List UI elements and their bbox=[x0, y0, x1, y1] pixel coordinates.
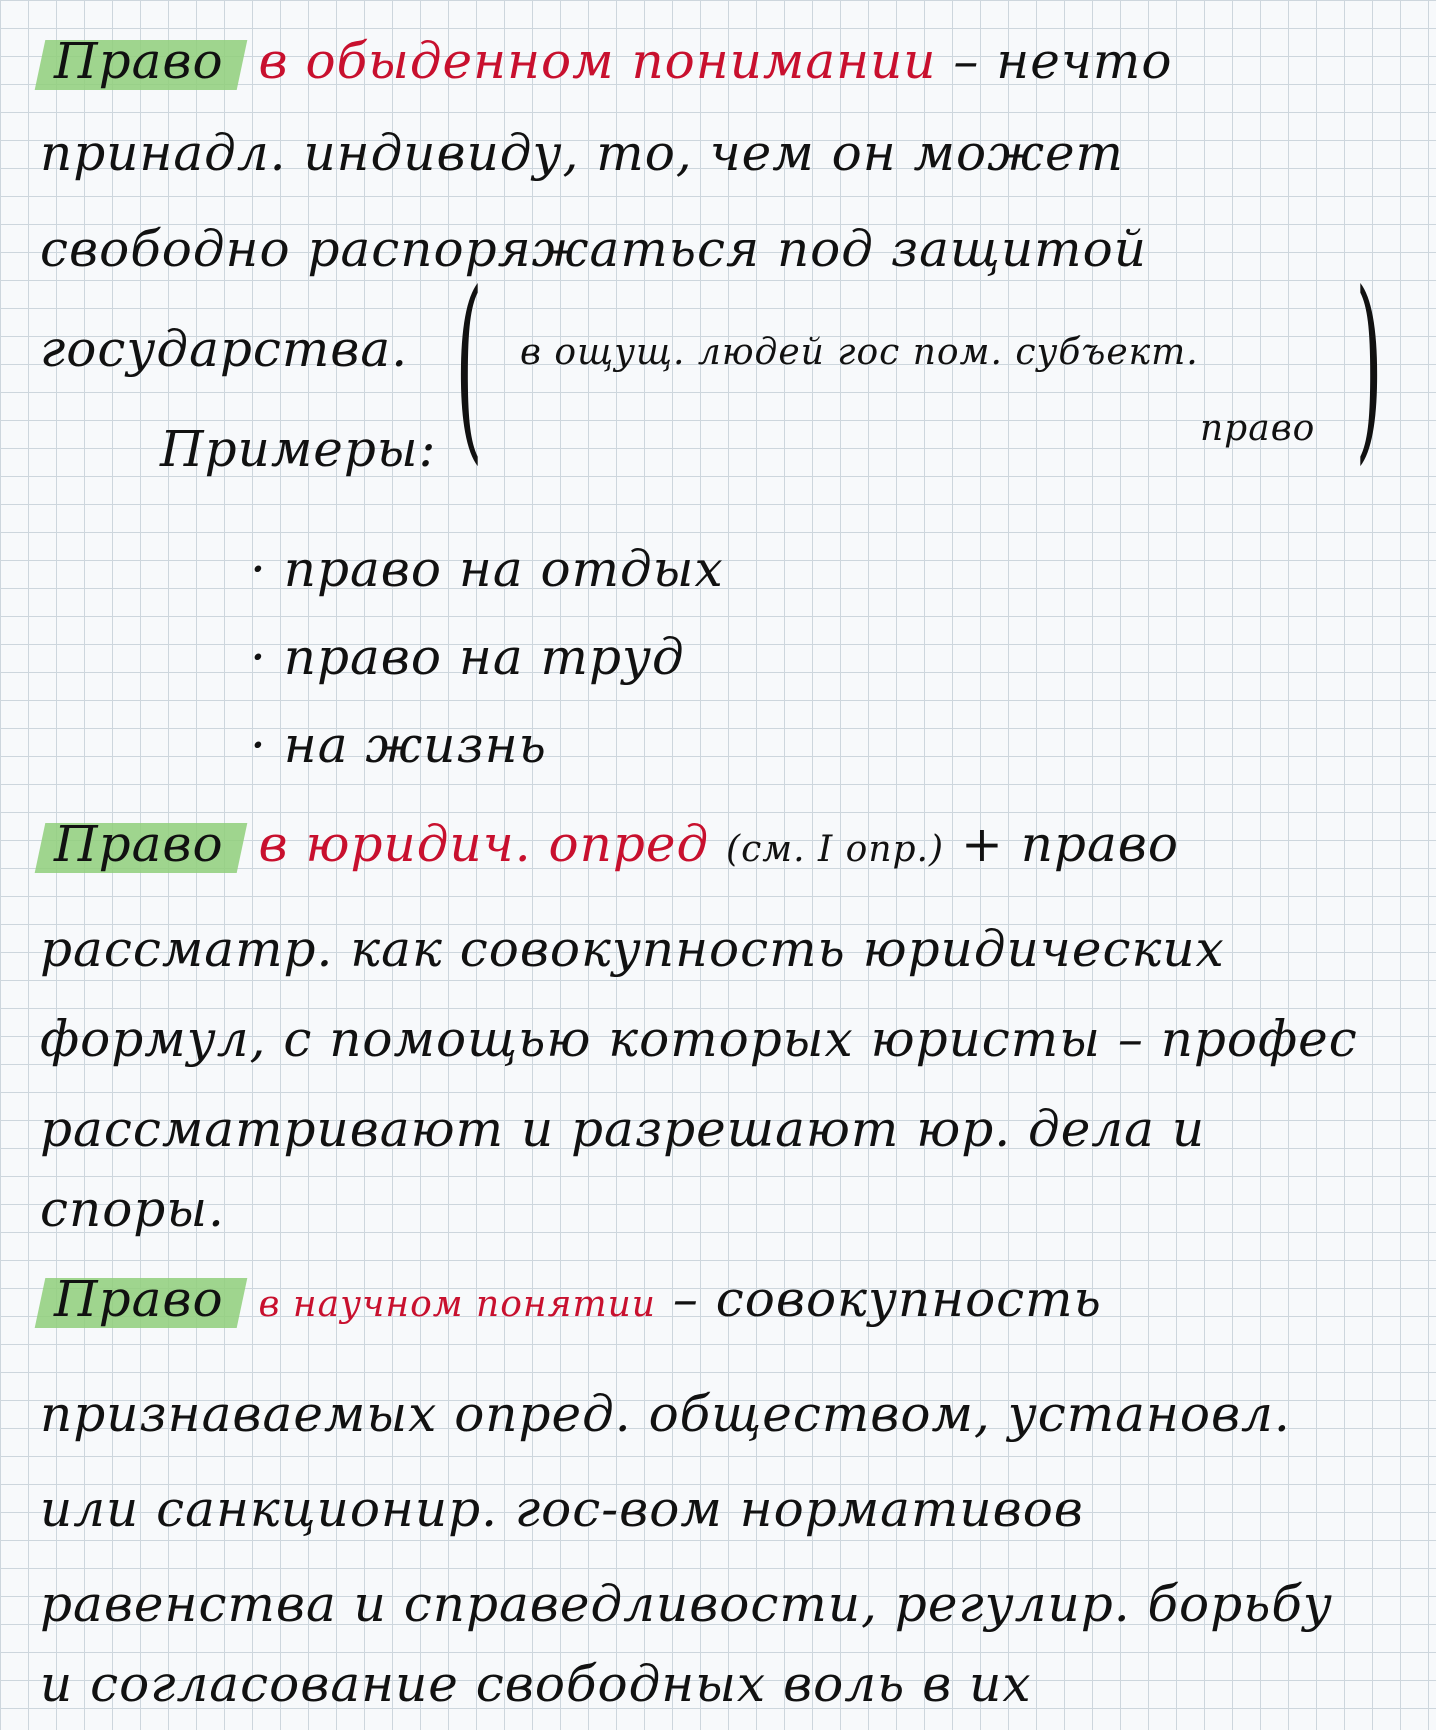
s2-line2: рассматр. как совокупность юридических bbox=[40, 920, 1225, 978]
s3-line2: признаваемых опред. обществом, установл. bbox=[40, 1385, 1291, 1443]
s2-line1: Право в юридич. опред (см. I опр.) + пра… bbox=[40, 815, 1179, 873]
s3-highlight: Право bbox=[40, 1270, 242, 1328]
s1-examples-label: Примеры: bbox=[160, 420, 437, 478]
s2-red-term: в юридич. опред bbox=[258, 815, 710, 873]
s3-red-term: в научном понятии bbox=[258, 1284, 656, 1325]
s1-line1-rest: – нечто bbox=[936, 32, 1173, 90]
s1-line2: принадл. индивиду, то, чем он может bbox=[40, 124, 1124, 182]
s2-line1-rest: + право bbox=[944, 815, 1179, 873]
s1-example-2: · право на труд bbox=[250, 628, 685, 686]
right-paren: ) bbox=[1355, 250, 1383, 483]
s2-highlight: Право bbox=[40, 815, 242, 873]
s1-aside-sub: право bbox=[1200, 408, 1316, 449]
s1-example-3: · на жизнь bbox=[250, 716, 547, 774]
s1-line3: свободно распоряжаться под защитой bbox=[40, 220, 1147, 278]
s3-line5: и согласование свободных воль в их bbox=[40, 1655, 1032, 1713]
s3-line1: Право в научном понятии – совокупность bbox=[40, 1270, 1102, 1328]
s1-line4: государства. bbox=[40, 320, 409, 378]
s3-line1-rest: – совокупность bbox=[655, 1270, 1102, 1328]
s1-aside-main: в ощущ. людей гос пом. субъект. bbox=[520, 332, 1199, 373]
s1-red-term: в обыденном понимании bbox=[258, 32, 937, 90]
s3-line4: равенства и справедливости, регулир. бор… bbox=[40, 1575, 1333, 1633]
s1-example-1: · право на отдых bbox=[250, 540, 724, 598]
s2-line3: формул, с помощью которых юристы – профе… bbox=[40, 1010, 1358, 1068]
s1-highlight: Право bbox=[40, 32, 242, 90]
s2-line5: споры. bbox=[40, 1180, 225, 1238]
left-paren: ( bbox=[455, 250, 483, 483]
s2-note: (см. I опр.) bbox=[726, 829, 945, 870]
s3-line3: или санкционир. гос-вом нормативов bbox=[40, 1480, 1084, 1538]
s1-line1: Право в обыденном понимании – нечто bbox=[40, 32, 1172, 90]
s2-line4: рассматривают и разрешают юр. дела и bbox=[40, 1100, 1206, 1158]
